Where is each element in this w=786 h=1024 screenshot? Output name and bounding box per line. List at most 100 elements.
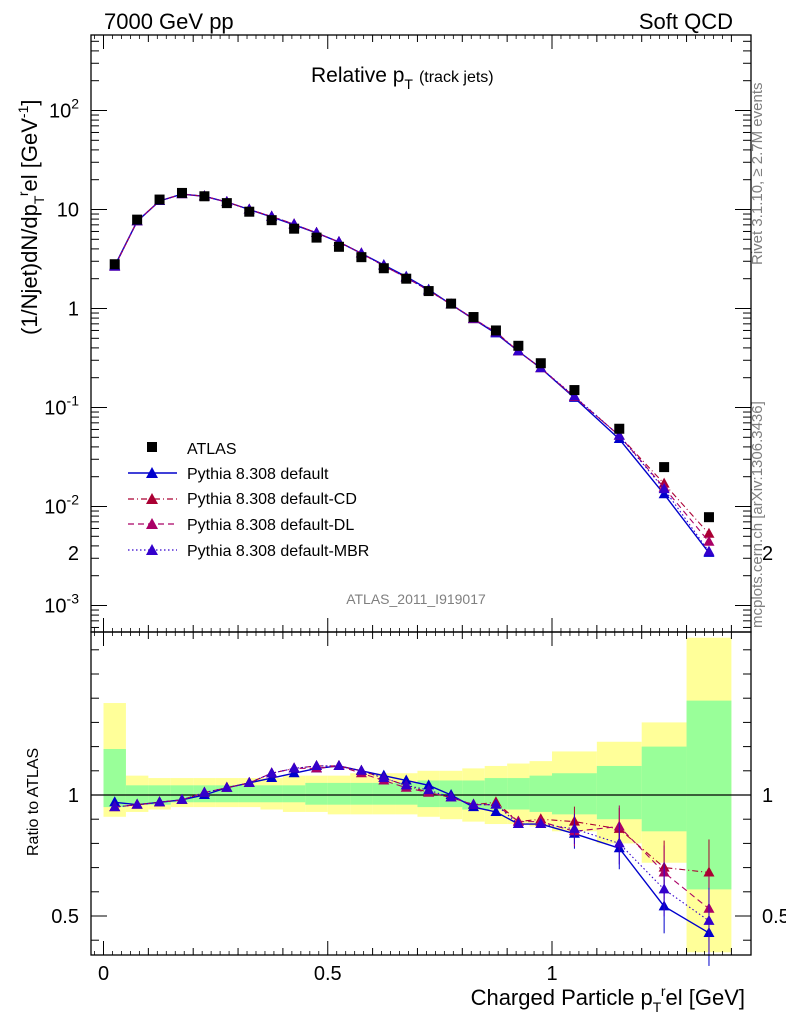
main-y-tick-label: 10-1: [44, 393, 79, 420]
main-series-marker: [658, 483, 670, 494]
atlas-data-point: [176, 187, 187, 198]
main-series-line: [114, 193, 710, 543]
ratio-series-marker: [311, 759, 323, 770]
ratio-series-marker: [221, 781, 233, 792]
ratio-band-green: [327, 782, 351, 805]
legend-marker-default: [146, 467, 158, 478]
atlas-data-point: [513, 340, 524, 351]
ratio-band-green: [238, 785, 261, 803]
main-title-sub: T: [404, 76, 413, 92]
ratio-y-tick-label-right: 1: [762, 785, 773, 807]
atlas-data-point: [490, 325, 501, 336]
tick-exponent: -1: [67, 393, 80, 409]
main-series-marker: [703, 535, 715, 546]
ratio-y-label: Ratio to ATLAS: [25, 748, 42, 856]
atlas-data-point: [244, 206, 255, 217]
main-atlas-points: [109, 187, 714, 523]
atlas-data-point: [266, 215, 277, 226]
main-y-tick-label: 10-3: [44, 591, 79, 618]
main-series-marker: [568, 390, 580, 401]
atlas-data-point: [154, 194, 165, 205]
x-axis-label-sub: T: [653, 999, 662, 1015]
atlas-data-point: [659, 462, 670, 473]
ratio-series-line: [114, 765, 710, 910]
ratio-series-marker: [568, 822, 580, 833]
ratio-band-green: [507, 778, 530, 810]
ratio-band-green: [103, 749, 126, 808]
ratio-y-tick-label-left: 0.5: [51, 906, 79, 928]
legend-marker-dl: [146, 518, 158, 529]
ratio-series-marker: [423, 784, 435, 795]
ratio-series-marker: [490, 798, 502, 809]
ratio-series-marker: [243, 776, 255, 787]
legend: ATLAS Pythia 8.308 default Pythia 8.308 …: [128, 441, 369, 560]
ratio-series-marker: [535, 818, 547, 829]
atlas-data-point: [221, 198, 232, 209]
legend-entry-cd: Pythia 8.308 default-CD: [128, 491, 357, 508]
legend-label-mbr: Pythia 8.308 default-MBR: [187, 543, 369, 560]
atlas-data-point: [468, 312, 479, 323]
ratio-series-marker: [445, 791, 457, 802]
ratio-series-marker: [703, 866, 715, 877]
legend-label-default: Pythia 8.308 default: [187, 466, 329, 483]
atlas-data-point: [569, 385, 580, 396]
header-right: Soft QCD: [639, 9, 733, 34]
atlas-data-point: [132, 214, 143, 225]
main-y-label-sup: r: [15, 191, 31, 196]
tick-base: 10: [44, 398, 66, 420]
ratio-frame: [90, 631, 752, 956]
ratio-series-marker: [512, 818, 524, 829]
ratio-series-marker: [176, 793, 188, 804]
ratio-series-marker: [333, 759, 345, 770]
ratio-y-tick-label-left: 2: [68, 543, 79, 565]
legend-marker-cd: [146, 493, 158, 504]
ratio-y-tick-label-right: 0.5: [762, 906, 786, 928]
main-y-tick-label: 102: [49, 96, 79, 123]
legend-atlas-marker: [147, 442, 157, 452]
ratio-series-marker: [154, 796, 166, 807]
ratio-series-marker: [266, 767, 278, 778]
main-y-label-suffix: el [GeV: [17, 118, 42, 192]
x-axis-label: Charged Particle pTrel [GeV]: [471, 983, 745, 1015]
tick-base: 10: [49, 101, 71, 123]
ratio-series-marker: [198, 786, 210, 797]
ratio-y-tick-label-right: 2: [762, 543, 773, 565]
main-y-tick-label: 10: [57, 200, 79, 222]
analysis-watermark: ATLAS_2011_I919017: [346, 591, 486, 607]
ratio-band-green: [350, 782, 373, 805]
ratio-band-green: [282, 785, 306, 803]
atlas-data-point: [311, 232, 322, 243]
atlas-data-point: [289, 223, 300, 234]
ratio-band-green: [395, 782, 418, 805]
ratio-band-green: [260, 785, 283, 803]
ratio-band-green: [372, 782, 396, 805]
atlas-data-point: [703, 512, 714, 523]
legend-label-cd: Pythia 8.308 default-CD: [187, 491, 357, 508]
atlas-data-point: [199, 191, 210, 202]
mcplots-label: mcplots.cern.ch [arXiv:1306.3436]: [749, 401, 766, 628]
legend-marker-mbr: [146, 544, 158, 555]
x-axis-label-text: Charged Particle p: [471, 985, 653, 1010]
atlas-data-point: [614, 423, 625, 434]
main-series-marker: [658, 488, 670, 499]
main-y-label-sub: T: [31, 195, 47, 204]
atlas-data-point: [333, 241, 344, 252]
legend-atlas-label: ATLAS: [187, 441, 237, 458]
main-series-marker: [613, 429, 625, 440]
ratio-uncertainty-bands: [103, 637, 732, 953]
x-axis-label-sup: r: [661, 983, 666, 999]
legend-entry-dl: Pythia 8.308 default-DL: [128, 517, 354, 534]
atlas-data-point: [109, 259, 120, 270]
ratio-band-green: [641, 746, 687, 832]
atlas-data-point: [378, 263, 389, 274]
ratio-series-line: [114, 765, 710, 922]
tick-exponent: -2: [67, 492, 80, 508]
ratio-series-marker: [490, 805, 502, 816]
ratio-band-green: [305, 782, 328, 805]
legend-entry-default: Pythia 8.308 default: [128, 466, 329, 483]
main-title-suffix: (track jets): [419, 69, 494, 86]
atlas-data-point: [401, 273, 412, 284]
x-tick-label: 1: [546, 963, 557, 985]
atlas-data-point: [423, 286, 434, 297]
